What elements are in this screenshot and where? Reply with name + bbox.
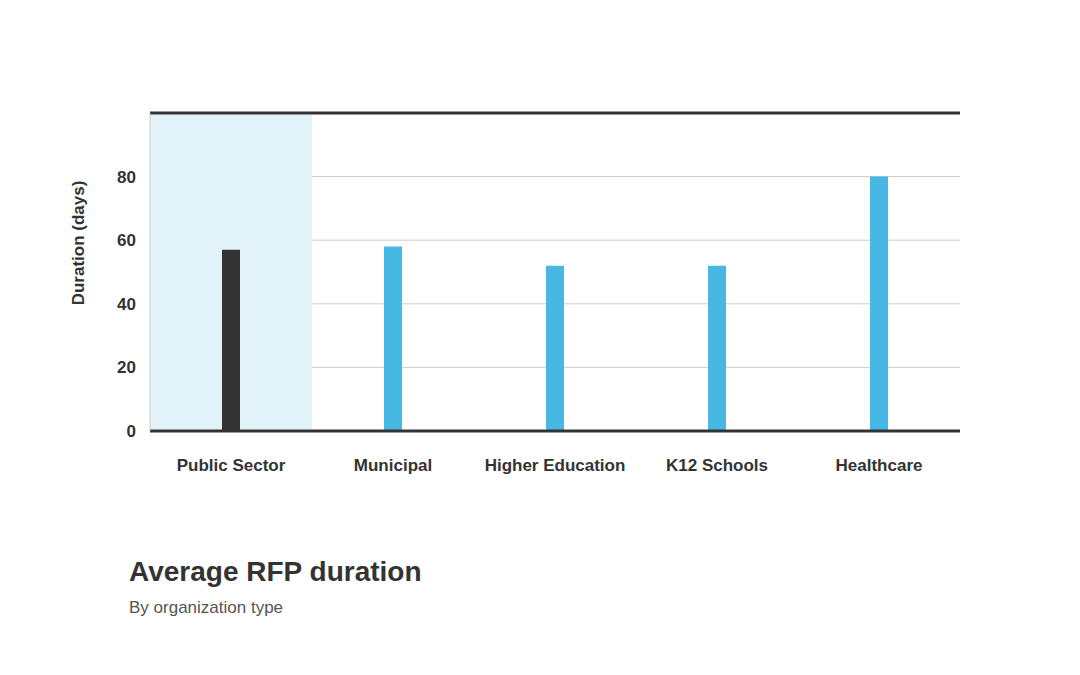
svg-text:20: 20	[117, 358, 136, 377]
svg-text:Healthcare: Healthcare	[836, 456, 923, 475]
svg-text:Higher Education: Higher Education	[485, 456, 626, 475]
svg-text:80: 80	[117, 168, 136, 187]
html-text:By organization type: By organization type	[129, 598, 283, 617]
svg-text:60: 60	[117, 231, 136, 250]
svg-text:Municipal: Municipal	[354, 456, 432, 475]
svg-text:Public Sector: Public Sector	[177, 456, 286, 475]
svg-text:0: 0	[127, 422, 136, 441]
html-text:Average RFP duration: Average RFP duration	[129, 556, 422, 587]
svg-text:40: 40	[117, 295, 136, 314]
svg-text:K12 Schools: K12 Schools	[666, 456, 768, 475]
html-text:Duration (days): Duration (days)	[69, 180, 88, 306]
